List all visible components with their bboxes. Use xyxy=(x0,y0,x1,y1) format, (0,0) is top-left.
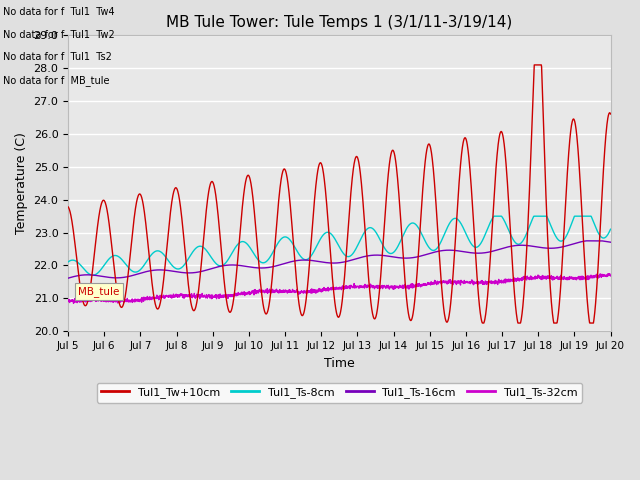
X-axis label: Time: Time xyxy=(324,357,355,370)
Legend: Tul1_Tw+10cm, Tul1_Ts-8cm, Tul1_Ts-16cm, Tul1_Ts-32cm: Tul1_Tw+10cm, Tul1_Ts-8cm, Tul1_Ts-16cm,… xyxy=(97,383,582,403)
Text: No data for f  Tul1  Ts2: No data for f Tul1 Ts2 xyxy=(3,52,112,62)
Text: No data for f  MB_tule: No data for f MB_tule xyxy=(3,75,109,86)
Text: No data for f  Tul1  Tw2: No data for f Tul1 Tw2 xyxy=(3,30,115,40)
Text: MB_tule: MB_tule xyxy=(78,286,120,297)
Title: MB Tule Tower: Tule Temps 1 (3/1/11-3/19/14): MB Tule Tower: Tule Temps 1 (3/1/11-3/19… xyxy=(166,15,513,30)
Y-axis label: Temperature (C): Temperature (C) xyxy=(15,132,28,234)
Text: No data for f  Tul1  Tw4: No data for f Tul1 Tw4 xyxy=(3,7,115,17)
